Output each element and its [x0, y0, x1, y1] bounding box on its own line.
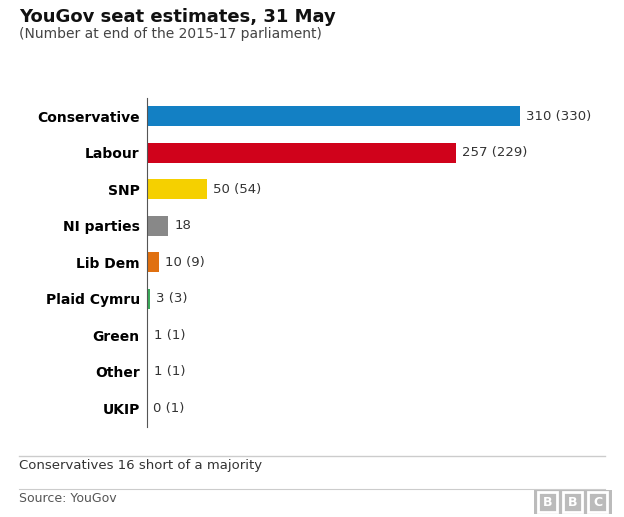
FancyBboxPatch shape: [538, 492, 557, 512]
Text: 0 (1): 0 (1): [153, 402, 184, 415]
Bar: [147, 143, 456, 163]
Text: 18: 18: [174, 219, 191, 233]
Bar: [147, 362, 148, 382]
Text: C: C: [593, 495, 602, 509]
Bar: [147, 107, 520, 127]
Text: 10 (9): 10 (9): [165, 256, 205, 269]
Text: B: B: [543, 495, 552, 509]
Text: 1 (1): 1 (1): [154, 366, 185, 378]
Bar: [147, 289, 150, 309]
Text: Source: YouGov: Source: YouGov: [19, 492, 116, 505]
Text: YouGov seat estimates, 31 May: YouGov seat estimates, 31 May: [19, 8, 336, 26]
Text: 310 (330): 310 (330): [526, 110, 592, 123]
Bar: [147, 216, 168, 236]
Bar: [147, 325, 148, 345]
Text: 3 (3): 3 (3): [156, 292, 188, 306]
FancyBboxPatch shape: [563, 492, 582, 512]
Text: 257 (229): 257 (229): [462, 146, 528, 159]
Bar: [147, 179, 207, 200]
Text: B: B: [568, 495, 577, 509]
Text: (Number at end of the 2015-17 parliament): (Number at end of the 2015-17 parliament…: [19, 27, 321, 41]
Text: 50 (54): 50 (54): [213, 183, 261, 196]
FancyBboxPatch shape: [588, 492, 607, 512]
Text: 1 (1): 1 (1): [154, 329, 185, 342]
Bar: [147, 252, 158, 272]
Text: Conservatives 16 short of a majority: Conservatives 16 short of a majority: [19, 459, 262, 472]
